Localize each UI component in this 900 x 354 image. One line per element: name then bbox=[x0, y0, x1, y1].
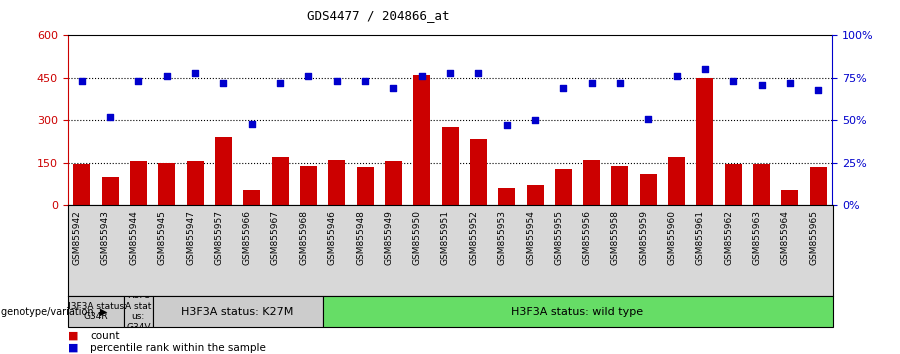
Bar bbox=[583, 160, 600, 205]
Bar bbox=[215, 137, 232, 205]
Text: GSM855961: GSM855961 bbox=[696, 210, 705, 265]
Text: GSM855964: GSM855964 bbox=[781, 210, 790, 265]
Text: H3F3A status:
G34R: H3F3A status: G34R bbox=[64, 302, 127, 321]
Bar bbox=[243, 190, 260, 205]
Bar bbox=[781, 190, 798, 205]
Point bbox=[188, 70, 202, 76]
Text: GSM855966: GSM855966 bbox=[243, 210, 252, 265]
Bar bbox=[124, 296, 152, 327]
Text: GSM855949: GSM855949 bbox=[384, 210, 393, 265]
Text: GSM855943: GSM855943 bbox=[101, 210, 110, 265]
Text: GSM855953: GSM855953 bbox=[498, 210, 507, 265]
Text: H3F3
A stat
us:
G34V: H3F3 A stat us: G34V bbox=[125, 291, 151, 332]
Point bbox=[75, 79, 89, 84]
Bar bbox=[668, 157, 685, 205]
Point bbox=[131, 79, 146, 84]
Text: GSM855957: GSM855957 bbox=[214, 210, 223, 265]
Text: GSM855945: GSM855945 bbox=[158, 210, 166, 265]
Text: ■: ■ bbox=[68, 343, 78, 353]
Bar bbox=[526, 185, 544, 205]
Point bbox=[726, 79, 741, 84]
Text: H3F3A status: K27M: H3F3A status: K27M bbox=[181, 307, 293, 316]
Bar bbox=[413, 75, 430, 205]
Bar bbox=[328, 160, 346, 205]
Text: GSM855948: GSM855948 bbox=[356, 210, 365, 265]
Point bbox=[670, 73, 684, 79]
Point bbox=[584, 80, 598, 86]
Text: GSM855963: GSM855963 bbox=[752, 210, 761, 265]
Point bbox=[527, 118, 542, 123]
Bar bbox=[753, 164, 770, 205]
Text: GSM855958: GSM855958 bbox=[611, 210, 620, 265]
Bar bbox=[272, 157, 289, 205]
Text: count: count bbox=[90, 331, 120, 341]
Point bbox=[159, 73, 174, 79]
Bar bbox=[385, 161, 401, 205]
Text: percentile rank within the sample: percentile rank within the sample bbox=[90, 343, 266, 353]
Point bbox=[556, 85, 571, 91]
Text: GSM855947: GSM855947 bbox=[186, 210, 195, 265]
Text: GSM855946: GSM855946 bbox=[328, 210, 337, 265]
Text: GSM855952: GSM855952 bbox=[469, 210, 478, 265]
Point bbox=[613, 80, 627, 86]
Text: GDS4477 / 204866_at: GDS4477 / 204866_at bbox=[307, 9, 449, 22]
Point bbox=[386, 85, 400, 91]
Point bbox=[783, 80, 797, 86]
Bar bbox=[810, 167, 827, 205]
Bar bbox=[158, 163, 176, 205]
Bar bbox=[442, 127, 458, 205]
Bar bbox=[724, 164, 742, 205]
Text: GSM855954: GSM855954 bbox=[526, 210, 535, 265]
Point bbox=[471, 70, 485, 76]
Text: ■: ■ bbox=[68, 331, 78, 341]
Point bbox=[329, 79, 344, 84]
Bar bbox=[130, 161, 147, 205]
Text: genotype/variation  ▶: genotype/variation ▶ bbox=[1, 307, 107, 316]
Text: GSM855967: GSM855967 bbox=[271, 210, 280, 265]
Bar bbox=[554, 169, 572, 205]
Point bbox=[641, 116, 655, 121]
Bar bbox=[68, 296, 124, 327]
Point bbox=[358, 79, 373, 84]
Text: GSM855944: GSM855944 bbox=[130, 210, 139, 264]
Point bbox=[216, 80, 230, 86]
Bar bbox=[356, 167, 374, 205]
Point bbox=[698, 67, 712, 72]
Point bbox=[754, 82, 769, 87]
Bar bbox=[186, 161, 203, 205]
Text: GSM855951: GSM855951 bbox=[441, 210, 450, 265]
Text: GSM855942: GSM855942 bbox=[73, 210, 82, 264]
Text: GSM855950: GSM855950 bbox=[413, 210, 422, 265]
Text: GSM855959: GSM855959 bbox=[639, 210, 648, 265]
Bar bbox=[499, 188, 515, 205]
Bar bbox=[300, 166, 317, 205]
Point bbox=[443, 70, 457, 76]
Bar bbox=[697, 78, 714, 205]
Point bbox=[811, 87, 825, 93]
Point bbox=[273, 80, 287, 86]
Text: H3F3A status: wild type: H3F3A status: wild type bbox=[511, 307, 644, 316]
Point bbox=[415, 73, 429, 79]
Text: GSM855956: GSM855956 bbox=[582, 210, 591, 265]
Text: GSM855965: GSM855965 bbox=[809, 210, 818, 265]
Bar bbox=[470, 139, 487, 205]
Bar bbox=[152, 296, 322, 327]
Bar bbox=[102, 177, 119, 205]
Point bbox=[245, 121, 259, 127]
Text: GSM855968: GSM855968 bbox=[300, 210, 309, 265]
Bar bbox=[611, 166, 628, 205]
Point bbox=[103, 114, 117, 120]
Text: GSM855955: GSM855955 bbox=[554, 210, 563, 265]
Text: GSM855962: GSM855962 bbox=[724, 210, 733, 265]
Bar bbox=[322, 296, 832, 327]
Point bbox=[302, 73, 316, 79]
Bar bbox=[640, 174, 657, 205]
Text: GSM855960: GSM855960 bbox=[668, 210, 677, 265]
Bar bbox=[73, 164, 90, 205]
Point bbox=[500, 122, 514, 128]
